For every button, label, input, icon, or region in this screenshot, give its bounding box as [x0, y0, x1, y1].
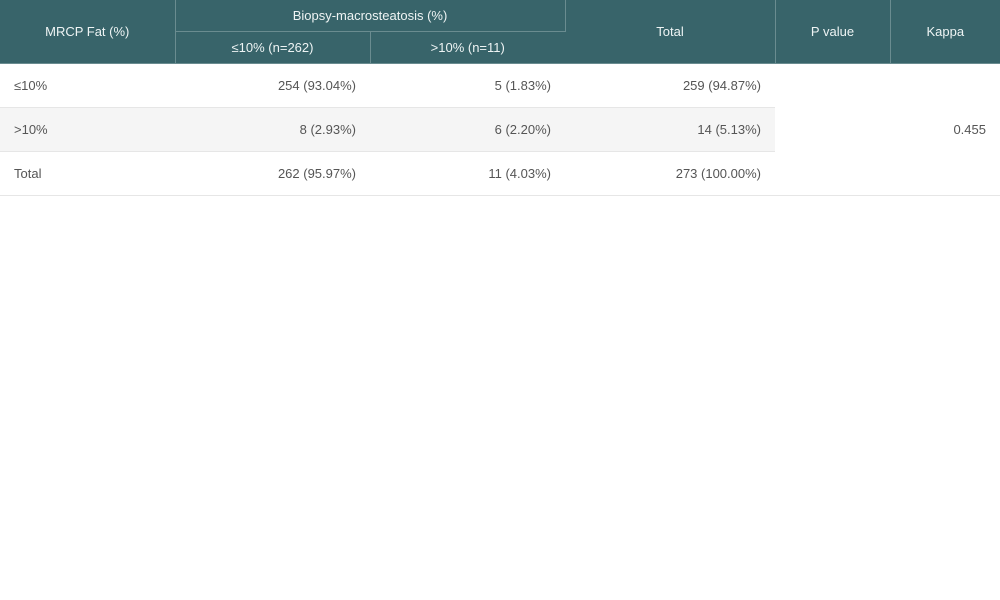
cell-total: 14 (5.13%)	[565, 108, 775, 152]
col-header-mrcp: MRCP Fat (%)	[0, 0, 175, 64]
cell-b1: 254 (93.04%)	[175, 64, 370, 108]
col-header-biopsy-sub1: ≤10% (n=262)	[175, 32, 370, 64]
cell-b1: 8 (2.93%)	[175, 108, 370, 152]
cell-total: 273 (100.00%)	[565, 152, 775, 196]
col-header-kappa: Kappa	[890, 0, 1000, 64]
table-row: ≤10% 254 (93.04%) 5 (1.83%) 259 (94.87%)…	[0, 64, 1000, 108]
col-header-biopsy-group: Biopsy-macrosteatosis (%)	[175, 0, 565, 32]
table-header: MRCP Fat (%) Biopsy-macrosteatosis (%) T…	[0, 0, 1000, 64]
cell-pvalue	[775, 64, 890, 196]
col-header-pvalue: P value	[775, 0, 890, 64]
row-label: >10%	[0, 108, 175, 152]
cell-b1: 262 (95.97%)	[175, 152, 370, 196]
cell-kappa: 0.455	[890, 64, 1000, 196]
cell-b2: 6 (2.20%)	[370, 108, 565, 152]
cell-b2: 5 (1.83%)	[370, 64, 565, 108]
row-label: Total	[0, 152, 175, 196]
col-header-biopsy-sub2: >10% (n=11)	[370, 32, 565, 64]
contingency-table: MRCP Fat (%) Biopsy-macrosteatosis (%) T…	[0, 0, 1000, 196]
row-label: ≤10%	[0, 64, 175, 108]
cell-b2: 11 (4.03%)	[370, 152, 565, 196]
col-header-total: Total	[565, 0, 775, 64]
table-body: ≤10% 254 (93.04%) 5 (1.83%) 259 (94.87%)…	[0, 64, 1000, 196]
cell-total: 259 (94.87%)	[565, 64, 775, 108]
